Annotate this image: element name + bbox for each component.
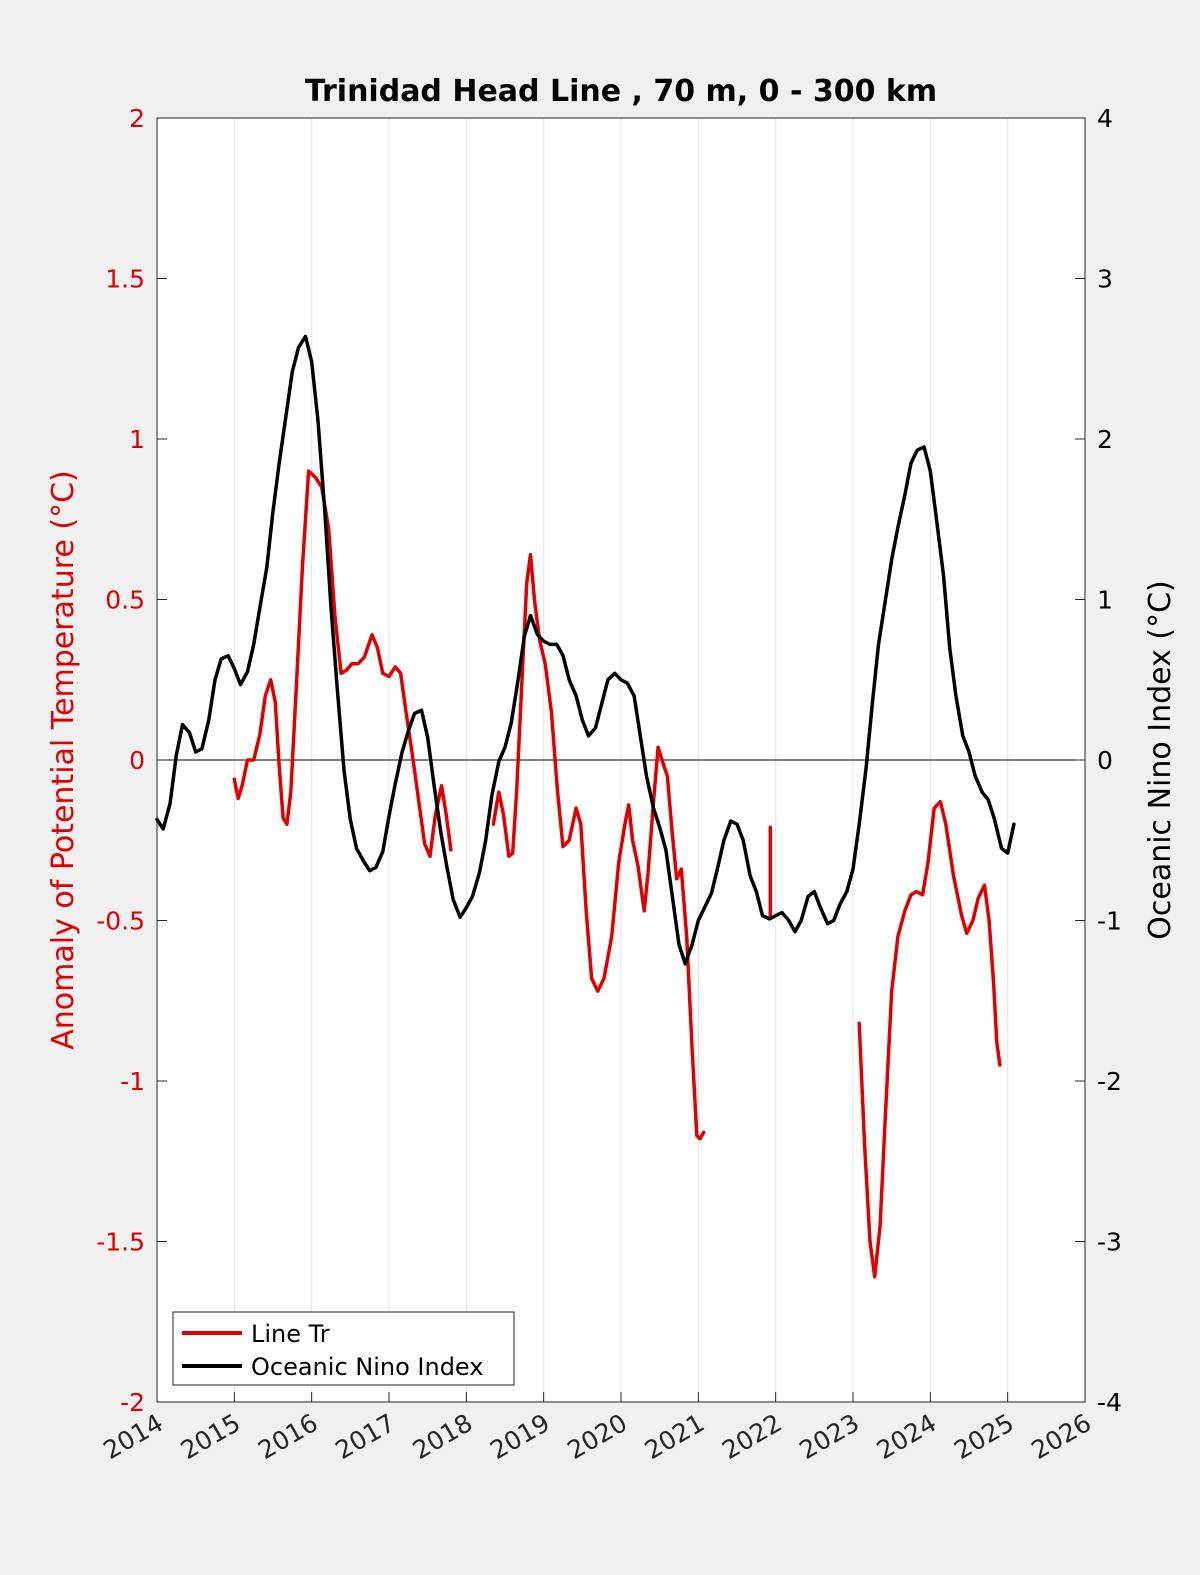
right-axis-label: Oceanic Nino Index (°C) <box>1143 580 1178 940</box>
left-tick-label: -1 <box>120 1067 145 1096</box>
left-tick-label: 2 <box>129 104 145 133</box>
series-layer <box>155 334 1016 1279</box>
left-tick-label: -0.5 <box>96 907 145 936</box>
right-tick-label: -3 <box>1097 1228 1122 1257</box>
legend-label-line-tr: Line Tr <box>251 1320 330 1348</box>
right-y-axis: -4 -3 -2 -1 0 1 2 3 4 <box>1075 104 1122 1417</box>
left-tick-label: 1.5 <box>105 265 145 294</box>
right-tick-label: -1 <box>1097 907 1122 936</box>
right-tick-label: 2 <box>1097 425 1113 454</box>
right-tick-label: 1 <box>1097 586 1113 615</box>
chart-title: Trinidad Head Line , 70 m, 0 - 300 km <box>305 74 937 109</box>
series-oceanic-nino-index-segment-0 <box>155 334 1016 966</box>
left-tick-label: 0 <box>129 746 145 775</box>
right-tick-label: -2 <box>1097 1067 1122 1096</box>
series-line-tr-segment-1 <box>491 552 706 1141</box>
left-tick-label: 1 <box>129 425 145 454</box>
legend-label-oni: Oceanic Nino Index <box>251 1353 483 1381</box>
legend: Line Tr Oceanic Nino Index <box>172 1311 515 1386</box>
series-line-tr-segment-0 <box>232 469 453 859</box>
left-tick-label: -1.5 <box>96 1228 145 1257</box>
right-tick-label: 0 <box>1097 746 1113 775</box>
left-y-axis: -2 -1.5 -1 -0.5 0 0.5 1 1.5 2 <box>96 104 167 1417</box>
right-tick-label: 4 <box>1097 104 1113 133</box>
right-tick-label: -4 <box>1097 1388 1122 1417</box>
right-tick-label: 3 <box>1097 265 1113 294</box>
legend-box <box>172 1311 515 1386</box>
left-tick-label: -2 <box>120 1388 145 1417</box>
left-tick-label: 0.5 <box>105 586 145 615</box>
left-axis-label: Anomaly of Potential Temperature (°C) <box>46 470 81 1049</box>
series-line-tr-segment-3 <box>857 799 1002 1279</box>
